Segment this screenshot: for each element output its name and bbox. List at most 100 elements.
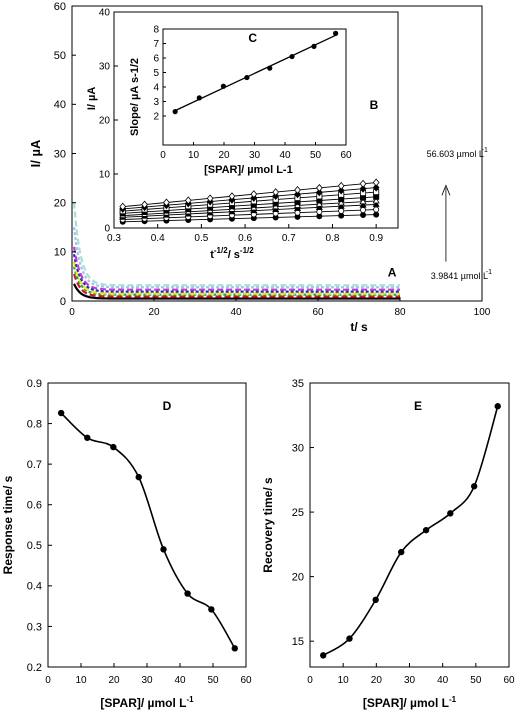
data-point	[338, 207, 345, 214]
x-axis-title: [SPAR]/ µmol L-1	[100, 695, 194, 710]
x-tick-label: 40	[230, 307, 242, 318]
y-axis-title: I/ µA	[28, 139, 43, 167]
y-tick-label: 15	[292, 636, 304, 648]
y-tick-label: 0.2	[27, 662, 42, 674]
data-point	[360, 207, 367, 214]
data-point	[293, 201, 302, 208]
y-tick-label: 0.9	[27, 378, 42, 390]
plot-frame	[309, 382, 510, 668]
y-tick-label: 0.8	[27, 418, 42, 430]
data-point	[294, 186, 301, 195]
panel-label: C	[248, 31, 257, 45]
data-point	[359, 179, 367, 188]
x-tick-label: 80	[394, 307, 406, 318]
data-point	[494, 403, 501, 410]
y-axis-title: Response time/ s	[1, 475, 15, 574]
data-point	[135, 473, 142, 481]
panel-label: B	[370, 98, 379, 112]
x-tick-label: 50	[470, 675, 482, 686]
y-tick-label: 0.6	[27, 500, 42, 512]
x-tick-label: 0	[160, 150, 166, 161]
y-tick-label: 30	[99, 62, 111, 73]
data-point	[316, 208, 323, 215]
data-point	[422, 526, 430, 534]
x-tick-label: 0.9	[369, 233, 383, 244]
data-point	[359, 201, 367, 208]
x-tick-label: 10	[338, 675, 350, 686]
y-tick-label: 30	[292, 442, 304, 454]
data-point	[337, 198, 345, 206]
y-axis-title: I/ µA	[86, 87, 98, 111]
data-point	[315, 203, 323, 210]
x-tick-label: 10	[75, 675, 87, 686]
data-point	[163, 198, 170, 207]
y-tick-label: 10	[54, 247, 66, 259]
axis-title-part: -1/2	[240, 246, 254, 255]
x-tick-label: 20	[371, 675, 383, 686]
y-tick-label: 20	[99, 116, 111, 127]
y-axis-title: Slope/ µA s-1/2	[129, 58, 141, 136]
data-point	[228, 192, 236, 201]
x-tick-label: 30	[249, 150, 261, 161]
x-axis-title: [SPAR]/ µmol L-1	[363, 695, 457, 710]
x-tick-label: 60	[340, 150, 352, 161]
data-point	[119, 202, 127, 211]
data-point	[447, 510, 454, 517]
y-tick-label: 7	[153, 39, 159, 50]
data-point	[294, 190, 301, 199]
data-point	[231, 645, 238, 652]
data-point	[337, 202, 345, 209]
data-point	[359, 184, 367, 193]
data-point	[337, 186, 345, 195]
trend-curve	[322, 406, 499, 657]
panel-label: E	[414, 399, 422, 413]
data-point	[311, 43, 317, 50]
inset-frame	[162, 28, 347, 146]
y-tick-label: 20	[54, 198, 66, 210]
data-point	[346, 635, 353, 642]
y-tick-label: 3	[153, 97, 159, 108]
data-point	[320, 652, 327, 659]
data-point	[84, 434, 91, 441]
y-tick-label: 25	[292, 507, 304, 519]
data-point	[315, 200, 323, 207]
arrow-head	[441, 184, 451, 196]
y-tick-label: 35	[292, 378, 304, 390]
data-point	[250, 190, 258, 199]
x-tick-label: 50	[207, 675, 219, 686]
y-axis-title: Recovery time/ s	[261, 477, 275, 573]
transient-curve	[72, 254, 400, 293]
panel-c-inset-chart: 0 10 20 30 40 50 60 2 3 4 5 6 7 8 [SPAR]/ µmol L-1 Slop…	[129, 25, 352, 177]
y-tick-label: 6	[153, 54, 159, 65]
data-point	[267, 65, 273, 71]
data-point	[372, 196, 380, 204]
annotation-sup: -1	[482, 147, 488, 154]
y-tick-label: 10	[99, 170, 111, 181]
axis-title-part: / s	[228, 249, 240, 261]
x-axis-title: [SPAR]/ µmol L-1	[204, 164, 293, 176]
y-tick-label: 0.7	[27, 459, 42, 471]
data-point	[110, 443, 117, 451]
data-point	[373, 206, 380, 213]
data-point	[184, 590, 191, 597]
data-point	[244, 74, 250, 81]
trend-curve	[60, 412, 236, 649]
transient-curve	[72, 202, 400, 287]
data-point	[398, 548, 405, 556]
y-tick-label: 0	[60, 296, 66, 308]
transient-curve	[72, 273, 400, 298]
data-point	[359, 197, 367, 205]
data-point	[315, 188, 323, 197]
y-tick-label: 40	[99, 8, 111, 19]
x-tick-label: 100	[474, 307, 491, 318]
data-point	[289, 53, 295, 60]
y-tick-label: 5	[153, 68, 159, 79]
data-point	[373, 211, 380, 218]
transient-curve	[72, 246, 400, 291]
axis-title-sup: -1	[186, 695, 194, 704]
panel-d-chart: 0 10 20 30 40 50 60 0.2 0.3 0.4 0.5 0.6 0.7 0.8 0.9 [SP…	[1, 378, 252, 710]
panel-label: D	[163, 399, 172, 413]
y-tick-label: 4	[153, 83, 159, 94]
